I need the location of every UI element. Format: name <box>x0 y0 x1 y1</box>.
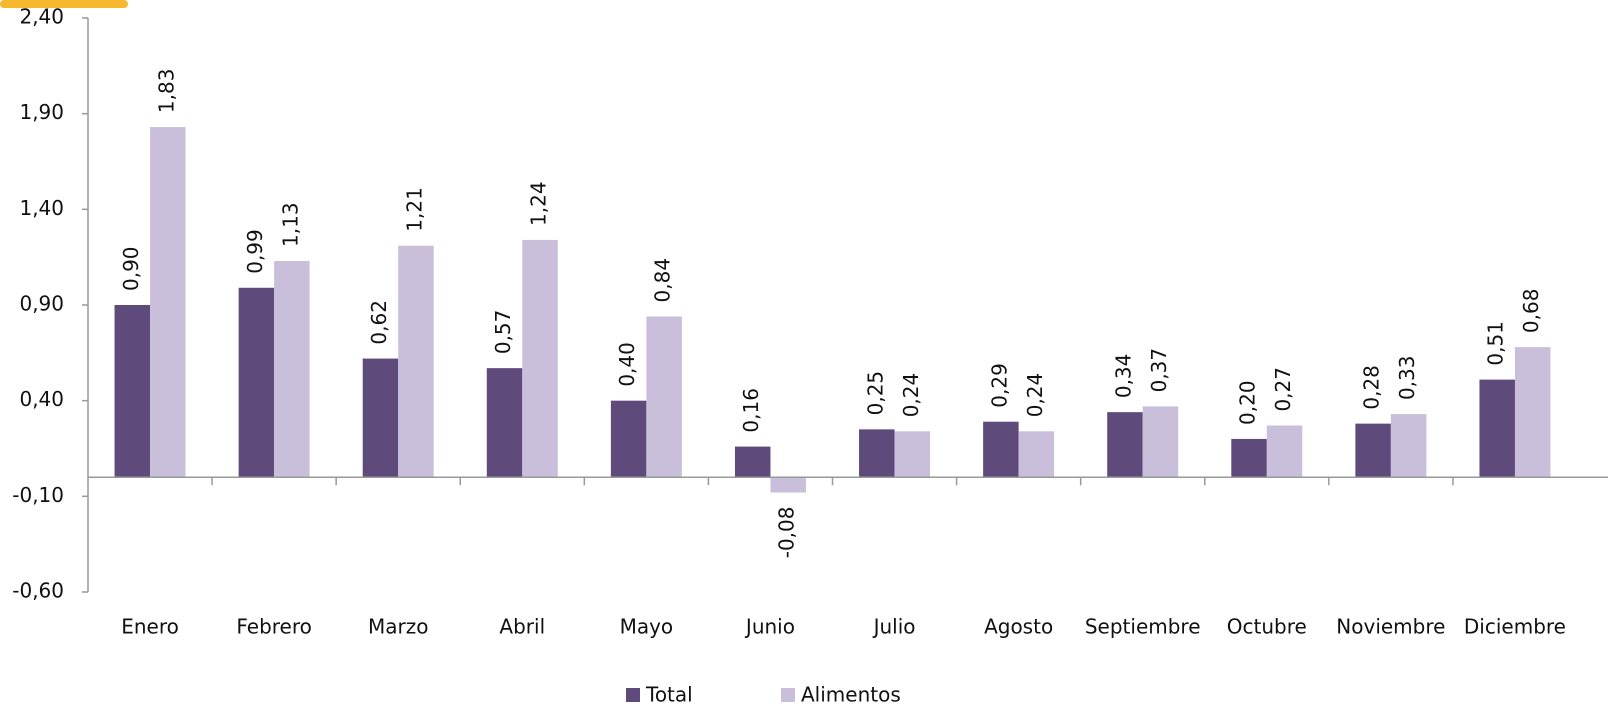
y-tick-label: 1,40 <box>19 196 64 220</box>
y-tick-label: 0,40 <box>19 387 64 411</box>
value-label: 0,90 <box>119 246 143 291</box>
x-tick-label: Febrero <box>236 615 312 639</box>
bar <box>486 368 523 478</box>
bar <box>238 287 275 478</box>
value-label: 0,20 <box>1236 380 1260 425</box>
value-label: 1,13 <box>278 202 302 247</box>
x-tick-label: Julio <box>872 615 916 639</box>
bar <box>646 316 682 478</box>
value-label: 0,27 <box>1271 367 1295 412</box>
x-tick-label: Diciembre <box>1464 615 1566 639</box>
corner-tab <box>0 0 128 8</box>
value-label: 0,33 <box>1395 356 1419 401</box>
y-tick-label: -0,10 <box>12 483 64 507</box>
value-label: 1,83 <box>154 69 178 114</box>
bar <box>114 305 151 478</box>
x-tick-label: Noviembre <box>1336 615 1445 639</box>
value-label: 0,62 <box>367 300 391 345</box>
bar <box>150 127 186 478</box>
value-label: 0,34 <box>1111 354 1135 399</box>
bar <box>1390 414 1427 478</box>
value-label: 1,24 <box>527 181 551 226</box>
value-label: 0,29 <box>987 363 1011 408</box>
x-tick-label: Octubre <box>1227 615 1307 639</box>
bar <box>1018 431 1055 478</box>
value-label: 0,40 <box>615 342 639 387</box>
bar <box>362 358 399 478</box>
value-label: 0,57 <box>491 310 515 355</box>
x-tick-label: Mayo <box>620 615 674 639</box>
bar <box>859 429 895 478</box>
bar <box>1355 423 1391 478</box>
x-tick-label: Septiembre <box>1085 615 1201 639</box>
value-label: 0,68 <box>1519 289 1543 334</box>
value-label: 0,37 <box>1147 348 1171 393</box>
x-tick-label: Enero <box>121 615 179 639</box>
y-tick-label: 0,90 <box>19 292 64 316</box>
value-label: 0,28 <box>1360 365 1384 410</box>
bar <box>894 431 931 478</box>
y-tick-label: 1,90 <box>19 100 64 124</box>
legend-label: Alimentos <box>801 683 901 707</box>
bar <box>1514 347 1551 478</box>
x-tick-label: Junio <box>744 615 795 639</box>
bar <box>398 245 434 478</box>
value-label: 0,51 <box>1484 321 1508 366</box>
value-label: -0,08 <box>775 507 799 559</box>
bar <box>1107 412 1143 478</box>
legend-swatch <box>781 688 795 702</box>
bar <box>522 239 558 478</box>
bar <box>1266 425 1303 478</box>
x-tick-label: Abril <box>499 615 545 639</box>
value-label: 0,16 <box>739 388 763 433</box>
bar <box>983 421 1019 478</box>
bar <box>610 400 647 478</box>
legend-label: Total <box>645 683 693 707</box>
value-label: 0,25 <box>863 371 887 416</box>
bar <box>1142 406 1179 478</box>
value-label: 0,24 <box>899 373 923 418</box>
value-label: 0,99 <box>243 229 267 274</box>
bar <box>770 477 806 493</box>
legend-swatch <box>626 688 640 702</box>
bar <box>734 446 771 478</box>
y-tick-label: -0,60 <box>12 579 64 603</box>
x-tick-label: Marzo <box>368 615 428 639</box>
bar <box>1231 438 1267 478</box>
value-label: 0,84 <box>651 258 675 303</box>
bar <box>1479 379 1515 478</box>
bar <box>274 260 310 478</box>
y-tick-label: 2,40 <box>19 5 64 29</box>
x-tick-label: Agosto <box>984 615 1053 639</box>
value-label: 1,21 <box>402 187 426 232</box>
value-label: 0,24 <box>1023 373 1047 418</box>
